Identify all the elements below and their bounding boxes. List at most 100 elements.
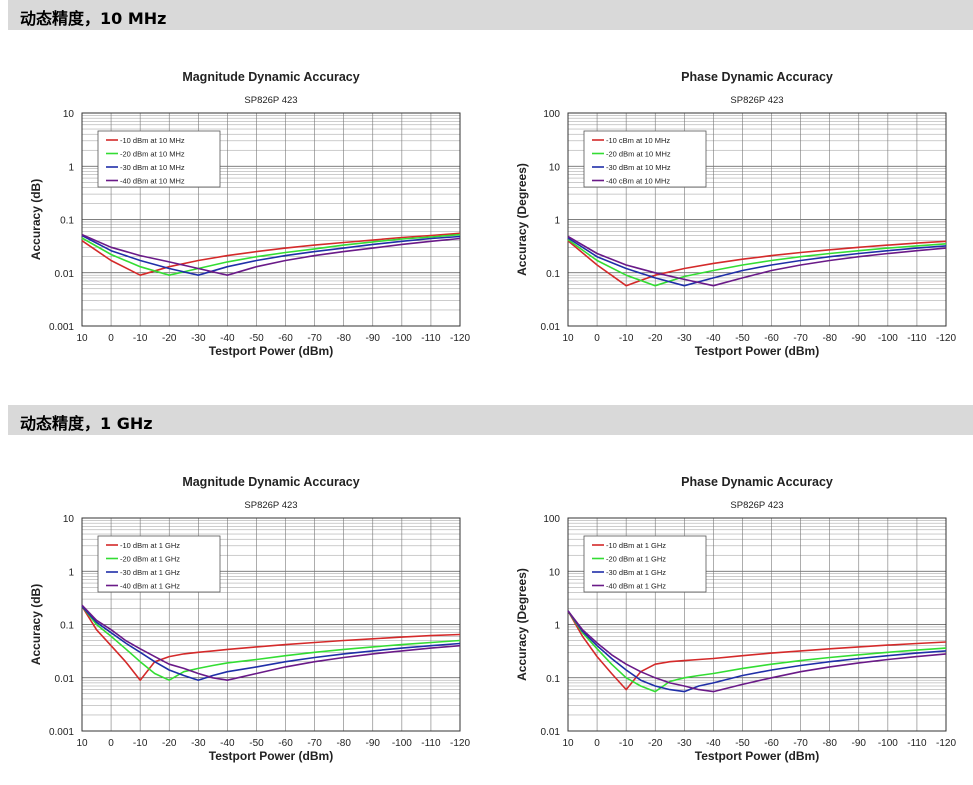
legend-label: -20 dBm at 1 GHz: [606, 555, 666, 564]
legend-box: [583, 535, 707, 593]
y-tick-label: 0.001: [49, 322, 74, 333]
series-line-3: [567, 610, 947, 693]
chart-title: Magnitude Dynamic Accuracy: [182, 70, 359, 84]
chart-subtitle: SP826P 423: [730, 95, 783, 106]
legend-label: -40 dBm at 1 GHz: [120, 582, 180, 591]
series-line-3: [81, 605, 461, 681]
x-tick-label: -110: [421, 333, 441, 344]
x-tick-label: -100: [878, 333, 898, 344]
y-axis-label: Accuracy (Degrees): [515, 163, 529, 276]
series-line-1: [81, 232, 461, 276]
x-tick-label: -90: [852, 738, 867, 749]
x-tick-label: -20: [162, 333, 177, 344]
x-tick-label: -100: [878, 738, 898, 749]
x-tick-label: -10: [619, 738, 634, 749]
series-line-2: [567, 238, 947, 287]
chart-subtitle: SP826P 423: [244, 95, 297, 106]
legend: -10 dBm at 1 GHz -20 dBm at 1 GHz -30 dBm …: [97, 535, 221, 593]
y-tick-label: 0.001: [49, 727, 74, 738]
chart-subtitle: SP826P 423: [730, 500, 783, 511]
x-tick-label: 0: [108, 333, 114, 344]
x-tick-label: -100: [392, 738, 412, 749]
x-tick-label: -30: [677, 333, 692, 344]
series-line-4: [567, 235, 947, 287]
x-tick-label: -10: [133, 738, 148, 749]
legend-label: -20 dBm at 10 MHz: [606, 150, 671, 159]
x-axis-label: Testport Power (dBm): [209, 344, 333, 358]
x-tick-label: -70: [793, 738, 808, 749]
section-header-10mhz: 动态精度，10 MHz: [8, 0, 973, 30]
y-tick-label: 1: [68, 567, 74, 578]
y-tick-label: 1: [68, 162, 74, 173]
x-tick-label: -90: [852, 333, 867, 344]
x-tick-label: -70: [307, 738, 322, 749]
x-tick-label: -50: [249, 738, 264, 749]
chart-title: Magnitude Dynamic Accuracy: [182, 475, 359, 489]
legend: -10 cBm at 10 MHz -20 dBm at 10 MHz -30 dB…: [583, 130, 707, 188]
phase-accuracy-chart-10mhz: Phase Dynamic Accuracy SP826P 423 0.01 0.1 1…: [515, 70, 956, 358]
series-line-2: [567, 610, 947, 693]
x-tick-label: -90: [366, 738, 381, 749]
legend: -10 dBm at 1 GHz -20 dBm at 1 GHz -30 dBm …: [583, 535, 707, 593]
x-tick-label: -70: [307, 333, 322, 344]
series-line-3: [81, 234, 461, 276]
x-tick-label: -40: [706, 738, 721, 749]
x-tick-label: -50: [249, 333, 264, 344]
legend-box: [583, 130, 707, 188]
x-tick-label: -110: [907, 333, 927, 344]
series-line-4: [81, 233, 461, 276]
x-tick-label: -90: [366, 333, 381, 344]
plot-frame: [81, 112, 461, 327]
series-line-1: [567, 240, 947, 287]
series-line-4: [81, 604, 461, 681]
legend-label: -10 dBm at 1 GHz: [606, 541, 666, 550]
legend-label: -30 dBm at 1 GHz: [606, 568, 666, 577]
x-tick-label: -60: [278, 738, 293, 749]
x-tick-label: -60: [278, 333, 293, 344]
x-tick-label: -80: [336, 333, 351, 344]
x-tick-label: -10: [133, 333, 148, 344]
y-tick-label: 0.1: [546, 674, 560, 685]
plot-frame: [567, 112, 947, 327]
section-title: 动态精度，1 GHz: [20, 414, 153, 433]
y-tick-label: 10: [63, 514, 75, 525]
series-line-3: [567, 237, 947, 287]
y-tick-label: 0.1: [546, 269, 560, 280]
y-tick-label: 0.1: [60, 621, 74, 632]
x-tick-label: -120: [936, 333, 956, 344]
chart-subtitle: SP826P 423: [244, 500, 297, 511]
x-tick-label: -30: [191, 738, 206, 749]
x-tick-label: -120: [450, 738, 470, 749]
legend-label: -30 dBm at 1 GHz: [120, 568, 180, 577]
chart-title: Phase Dynamic Accuracy: [681, 70, 833, 84]
x-tick-label: -110: [907, 738, 927, 749]
x-tick-label: 10: [76, 333, 88, 344]
series-line-2: [81, 233, 461, 276]
x-tick-label: -30: [677, 738, 692, 749]
y-tick-label: 0.01: [541, 727, 561, 738]
plot-frame: [81, 517, 461, 732]
x-axis-label: Testport Power (dBm): [695, 344, 819, 358]
x-tick-label: -40: [706, 333, 721, 344]
legend-label: -10 cBm at 10 MHz: [606, 136, 670, 145]
section-title: 动态精度，10 MHz: [20, 9, 167, 28]
x-tick-label: 0: [108, 738, 114, 749]
x-tick-label: 10: [562, 738, 574, 749]
legend-box: [97, 130, 221, 188]
x-tick-label: -110: [421, 738, 441, 749]
x-tick-label: -80: [822, 333, 837, 344]
magnitude-accuracy-chart-10mhz: Magnitude Dynamic Accuracy SP826P 423 0.00…: [29, 70, 470, 358]
plot-frame: [567, 517, 947, 732]
x-tick-label: -40: [220, 333, 235, 344]
legend-label: -40 cBm at 10 MHz: [606, 177, 670, 186]
legend-label: -10 dBm at 10 MHz: [120, 136, 185, 145]
y-tick-label: 10: [549, 162, 561, 173]
x-tick-label: -70: [793, 333, 808, 344]
legend-label: -30 dBm at 10 MHz: [120, 163, 185, 172]
y-axis-label: Accuracy (dB): [29, 179, 43, 260]
x-tick-label: -80: [336, 738, 351, 749]
y-tick-label: 0.01: [541, 322, 561, 333]
x-tick-label: -120: [450, 333, 470, 344]
x-tick-label: -50: [735, 333, 750, 344]
chart-title: Phase Dynamic Accuracy: [681, 475, 833, 489]
